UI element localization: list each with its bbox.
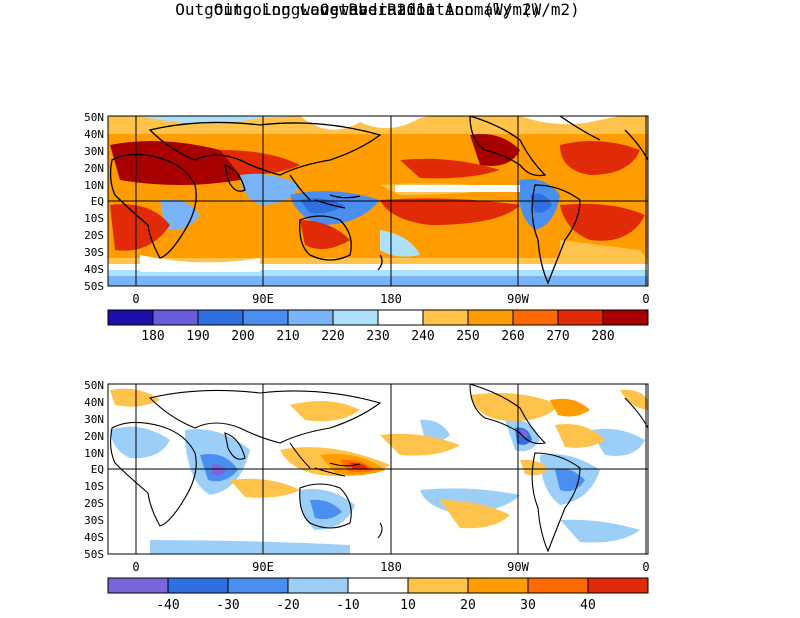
olr-colorbar-swatch bbox=[377, 309, 424, 326]
olr-colorbar-swatch bbox=[467, 309, 514, 326]
olr-colorbar-swatch bbox=[287, 309, 334, 326]
anomaly-colorbar-swatch bbox=[107, 577, 169, 594]
olr-colorbar-label: 280 bbox=[591, 329, 614, 344]
olr-lat-label: 40N bbox=[84, 128, 104, 141]
anomaly-lat-label: 10N bbox=[84, 447, 104, 460]
olr-colorbar-label: 210 bbox=[276, 329, 299, 344]
olr-colorbar-swatch bbox=[107, 309, 154, 326]
olr-colorbar-label: 250 bbox=[456, 329, 479, 344]
anomaly-lat-label: 10S bbox=[84, 480, 104, 493]
anomaly-lat-label: EQ bbox=[91, 463, 104, 476]
olr-colorbar-label: 230 bbox=[366, 329, 389, 344]
anomaly-lat-label: 50N bbox=[84, 379, 104, 392]
anomaly-lat-label: 20S bbox=[84, 497, 104, 510]
olr-lat-label: 10S bbox=[84, 212, 104, 225]
olr-colorbar-label: 260 bbox=[501, 329, 524, 344]
anomaly-lon-label: 90E bbox=[252, 560, 274, 574]
anomaly-lon-label: 180 bbox=[380, 560, 402, 574]
anomaly-lon-label: 0 bbox=[642, 560, 649, 574]
anomaly-colorbar-swatch bbox=[227, 577, 289, 594]
anomaly-map: 50N 40N 30N 20N 10N EQ 10S 20S 30S 40S 5… bbox=[84, 379, 649, 574]
anomaly-lat-label: 20N bbox=[84, 430, 104, 443]
olr-colorbar-swatch bbox=[422, 309, 469, 326]
olr-lon-label: 0 bbox=[132, 292, 139, 306]
olr-colorbar-label: 190 bbox=[186, 329, 209, 344]
olr-colorbar-label: 220 bbox=[321, 329, 344, 344]
olr-lat-label: 50S bbox=[84, 280, 104, 293]
anomaly-colorbar-swatch bbox=[347, 577, 409, 594]
olr-lat-label: 20S bbox=[84, 229, 104, 242]
olr-colorbar-label: 180 bbox=[141, 329, 164, 344]
olr-colorbar-swatch bbox=[332, 309, 379, 326]
anomaly-lat-label: 30N bbox=[84, 413, 104, 426]
anomaly-colorbar-swatch bbox=[167, 577, 229, 594]
olr-colorbar-swatch bbox=[152, 309, 199, 326]
anomaly-colorbar-label: -20 bbox=[276, 598, 299, 613]
olr-colorbar-swatch bbox=[557, 309, 604, 326]
olr-map: 50N 40N 30N 20N 10N EQ 10S 20S 30S 40S 5… bbox=[84, 111, 649, 306]
anomaly-lat-label: 40N bbox=[84, 396, 104, 409]
olr-lon-label: 0 bbox=[642, 292, 649, 306]
anomaly-colorbar bbox=[107, 577, 649, 594]
anomaly-lat-label: 40S bbox=[84, 531, 104, 544]
anomaly-panel-title: Outgoing Longwave Radiation Anomaly (W/m… bbox=[175, 0, 580, 19]
olr-lat-label: 30N bbox=[84, 145, 104, 158]
olr-colorbar-swatch bbox=[197, 309, 244, 326]
olr-lat-label: 30S bbox=[84, 246, 104, 259]
anomaly-colorbar-swatch bbox=[287, 577, 349, 594]
anomaly-colorbar-label: 40 bbox=[580, 598, 596, 613]
anomaly-colorbar-label: 20 bbox=[460, 598, 476, 613]
olr-colorbar bbox=[107, 309, 649, 326]
anomaly-lon-label: 0 bbox=[132, 560, 139, 574]
anomaly-colorbar-swatch bbox=[467, 577, 529, 594]
anomaly-colorbar-swatch bbox=[407, 577, 469, 594]
olr-lat-label: EQ bbox=[91, 195, 104, 208]
anomaly-lon-label: 90W bbox=[507, 560, 529, 574]
olr-colorbar-swatch bbox=[242, 309, 289, 326]
anomaly-lat-label: 30S bbox=[84, 514, 104, 527]
anomaly-colorbar-swatch bbox=[587, 577, 649, 594]
olr-lat-label: 40S bbox=[84, 263, 104, 276]
olr-lat-label: 10N bbox=[84, 179, 104, 192]
anomaly-colorbar-label: -30 bbox=[216, 598, 239, 613]
anomaly-colorbar-label: -10 bbox=[336, 598, 359, 613]
olr-lon-label: 90W bbox=[507, 292, 529, 306]
olr-lon-label: 180 bbox=[380, 292, 402, 306]
olr-colorbar-label: 270 bbox=[546, 329, 569, 344]
olr-lat-label: 50N bbox=[84, 111, 104, 124]
olr-colorbar-swatch bbox=[602, 309, 649, 326]
figure-date-title: October 2011 bbox=[319, 0, 436, 19]
anomaly-colorbar-swatch bbox=[527, 577, 589, 594]
olr-lon-label: 90E bbox=[252, 292, 274, 306]
olr-panel-title: Outgoing Longwave Radiation (W/m2) bbox=[213, 0, 542, 19]
anomaly-colorbar-label: -40 bbox=[156, 598, 179, 613]
olr-lat-label: 20N bbox=[84, 162, 104, 175]
olr-colorbar-swatch bbox=[512, 309, 559, 326]
anomaly-lat-label: 50S bbox=[84, 548, 104, 561]
anomaly-colorbar-label: 30 bbox=[520, 598, 536, 613]
olr-colorbar-label: 200 bbox=[231, 329, 254, 344]
olr-colorbar-label: 240 bbox=[411, 329, 434, 344]
anomaly-colorbar-label: 10 bbox=[400, 598, 416, 613]
